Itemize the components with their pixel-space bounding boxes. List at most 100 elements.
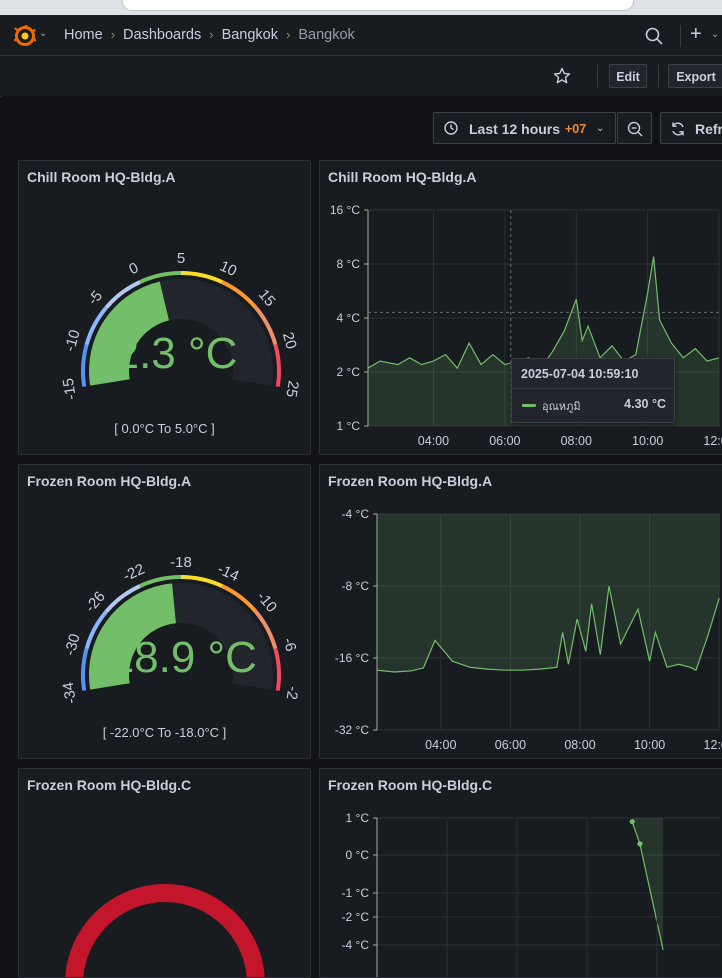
chevron-down-icon[interactable]: ⌄: [39, 28, 48, 39]
gauge-svg: -34-30-26-22 -18 -14-10-6-2-18.9 °C: [60, 554, 302, 705]
gauge-tick-label: -34: [60, 681, 80, 705]
zoom-out-button[interactable]: [617, 112, 652, 144]
breadcrumb-folder[interactable]: Bangkok: [221, 27, 278, 43]
chevron-down-icon[interactable]: ⌄: [711, 29, 720, 40]
gauge-tick-label: -10: [62, 328, 84, 353]
series-point: [629, 819, 635, 825]
dashboard-toolbar: Edit Export: [0, 56, 722, 97]
gauge-threshold-band: [221, 280, 258, 309]
tooltip-time: 2025-07-04 10:59:10: [521, 367, 639, 381]
series-point: [637, 841, 643, 847]
nav-divider: [680, 25, 681, 47]
y-tick-label: -4 °C: [342, 938, 370, 952]
gauge-tick-label: 15: [255, 286, 279, 310]
x-tick-label: 04:00: [418, 434, 449, 448]
plus-icon[interactable]: +: [690, 23, 702, 45]
gauge-value-text: 2.3 °C: [115, 329, 238, 378]
y-tick-label: 2 °C: [337, 365, 361, 379]
x-tick-label: 08:00: [561, 434, 592, 448]
gauge-tick-label: -2: [283, 685, 302, 701]
top-nav-bar: ⌄ Home › Dashboards › Bangkok › Bangkok + ⌄: [0, 15, 722, 56]
panel-title: Chill Room HQ-Bldg.A: [27, 169, 176, 185]
gauge-tick-label: 10: [217, 258, 239, 280]
search-icon[interactable]: [645, 27, 663, 45]
refresh-button[interactable]: Refresh: [660, 112, 722, 144]
gauge-threshold-band: [254, 306, 278, 346]
gauge-threshold-band: [104, 584, 141, 613]
breadcrumb: Home › Dashboards › Bangkok › Bangkok: [64, 27, 355, 43]
chevron-right-icon: ›: [110, 27, 116, 42]
chevron-right-icon: ›: [209, 27, 214, 42]
gauge-threshold-band: [81, 344, 89, 387]
gauge-value-text: -18.9 °C: [95, 633, 257, 682]
gauge-svg: [65, 884, 265, 977]
timeseries-panel-frozen-c[interactable]: Frozen Room HQ-Bldg.C 1 °C 0 °C -1 °C -2 °C…: [319, 768, 722, 978]
gauge-threshold-band: [273, 648, 281, 691]
gauge-panel-chill-a[interactable]: Chill Room HQ-Bldg.A -15 -10 -5 0 5 10 15 20 25 2…: [18, 160, 311, 455]
gauge-value-arc: [65, 884, 265, 977]
panel-title: Frozen Room HQ-Bldg.C: [328, 777, 493, 793]
y-tick-label: 1 °C: [337, 419, 361, 433]
gauge-threshold-band: [84, 610, 108, 650]
edit-button[interactable]: Edit: [609, 64, 647, 88]
timeseries-svg: 1 °C 0 °C -1 °C -2 °C -4 °C: [342, 811, 720, 977]
x-tick-label: 12:00: [703, 434, 722, 448]
gauge-panel-frozen-c[interactable]: Frozen Room HQ-Bldg.C: [18, 768, 311, 978]
x-tick-label: 12:00: [704, 738, 722, 752]
chevron-right-icon: ›: [286, 27, 291, 42]
panel-title: Frozen Room HQ-Bldg.A: [328, 473, 493, 489]
gauge-tick-label: 20: [279, 330, 300, 351]
panel-title: Frozen Room HQ-Bldg.A: [27, 473, 192, 489]
timeseries-svg: -4 °C -8 °C -16 °C -32 °C 04:00 06:00 08:00 10:…: [335, 507, 722, 752]
zoom-out-icon: [627, 121, 643, 137]
grafana-logo-icon[interactable]: [14, 25, 36, 47]
gauge-threshold-band: [104, 280, 141, 309]
gauge-tick-label: -22: [120, 561, 147, 586]
gauge-tick-label: 0: [126, 259, 141, 278]
y-tick-label: -4 °C: [342, 507, 370, 521]
y-tick-label: 0 °C: [346, 848, 370, 862]
refresh-label: Refresh: [695, 121, 722, 137]
tooltip-divider: [512, 388, 674, 389]
gauge-tick-label: 5: [177, 250, 185, 267]
refresh-icon: [672, 122, 684, 136]
breadcrumb-dashboards[interactable]: Dashboards: [123, 27, 202, 43]
x-tick-label: 06:00: [489, 434, 520, 448]
gauge-value-arc: [88, 281, 169, 386]
timezone-badge: +07: [565, 122, 587, 136]
browser-top-strip: [0, 0, 722, 15]
series-area: [377, 514, 720, 672]
gauge-tick-label: -6: [279, 636, 299, 653]
time-range-picker[interactable]: Last 12 hours +07 ⌄: [433, 112, 616, 144]
panel-title: Chill Room HQ-Bldg.A: [328, 169, 477, 185]
x-tick-label: 10:00: [632, 434, 663, 448]
export-button[interactable]: Export: [668, 64, 722, 88]
toolbar-divider: [597, 65, 598, 87]
gauge-tick-label: -5: [85, 287, 107, 308]
gauge-tick-label: -18: [170, 554, 192, 571]
y-tick-label: 16 °C: [330, 203, 360, 217]
gauge-tick-label: -30: [62, 632, 84, 657]
clock-icon: [444, 121, 458, 135]
series-swatch: [522, 404, 536, 407]
chart-tooltip: 2025-07-04 10:59:10 อุณหภูมิ 4.30 °C: [511, 358, 675, 423]
y-tick-label: 1 °C: [346, 811, 370, 825]
gauge-tick-label: -15: [60, 377, 80, 401]
gauge-tick-label: 25: [282, 379, 301, 398]
time-range-label: Last 12 hours: [469, 121, 561, 137]
gauge-tick-label: -14: [215, 561, 242, 586]
star-icon[interactable]: [553, 67, 571, 85]
x-tick-label: 08:00: [564, 738, 595, 752]
breadcrumb-home[interactable]: Home: [64, 27, 103, 43]
gauge-threshold-band: [84, 306, 108, 346]
browser-address-bar[interactable]: [122, 0, 634, 11]
panel-title: Frozen Room HQ-Bldg.C: [27, 777, 192, 793]
gauge-range-text: [ 0.0°C To 5.0°C ]: [114, 421, 215, 436]
gauge-threshold-band: [139, 271, 182, 284]
gauge-panel-frozen-a[interactable]: Frozen Room HQ-Bldg.A -34 -30 -26 -22 -18 -14…: [18, 464, 311, 759]
x-tick-label: 04:00: [425, 738, 456, 752]
timeseries-panel-frozen-a[interactable]: Frozen Room HQ-Bldg.A -4 °C -8 °C -16 °C -3…: [319, 464, 722, 759]
gauge-threshold-band: [273, 344, 281, 387]
y-tick-label: -2 °C: [342, 910, 370, 924]
